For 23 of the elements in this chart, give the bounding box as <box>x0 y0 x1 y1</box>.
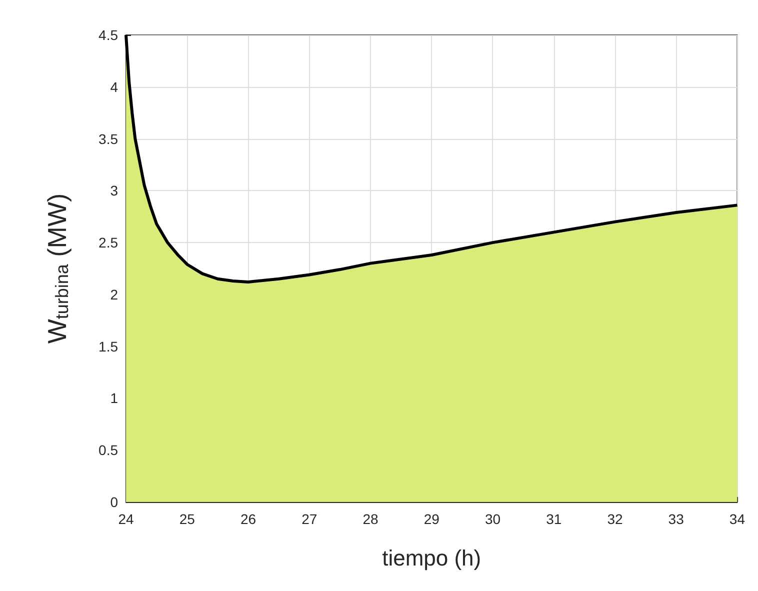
x-tick-label: 29 <box>424 511 440 527</box>
y-tick-label: 0.5 <box>98 442 118 458</box>
y-tick-label: 1.5 <box>98 338 118 354</box>
x-tick-label: 33 <box>668 511 684 527</box>
x-tick-label: 24 <box>118 511 134 527</box>
y-tick-label: 4.5 <box>98 27 118 43</box>
y-tick-label: 4 <box>110 78 118 95</box>
x-tick-label: 30 <box>484 511 501 527</box>
y-tick-label: 0 <box>110 494 118 510</box>
y-tick-label: 3 <box>110 182 118 199</box>
x-axis-title: tiempo (h) <box>382 546 482 570</box>
x-tick-label: 26 <box>240 511 256 527</box>
x-tick-label: 32 <box>607 511 623 527</box>
x-tick-label: 25 <box>179 511 196 527</box>
y-tick-label: 1 <box>110 390 118 406</box>
x-tick-label: 27 <box>302 511 318 527</box>
y-axis-title: Wturbina (MW) <box>42 193 72 344</box>
y-tick-label: 3.5 <box>98 130 118 147</box>
y-tick-label: 2 <box>110 286 118 302</box>
y-tick-label: 2.5 <box>98 234 118 251</box>
x-tick-label: 28 <box>362 511 378 527</box>
x-tick-label: 34 <box>729 511 746 527</box>
x-tick-label: 31 <box>546 511 562 527</box>
